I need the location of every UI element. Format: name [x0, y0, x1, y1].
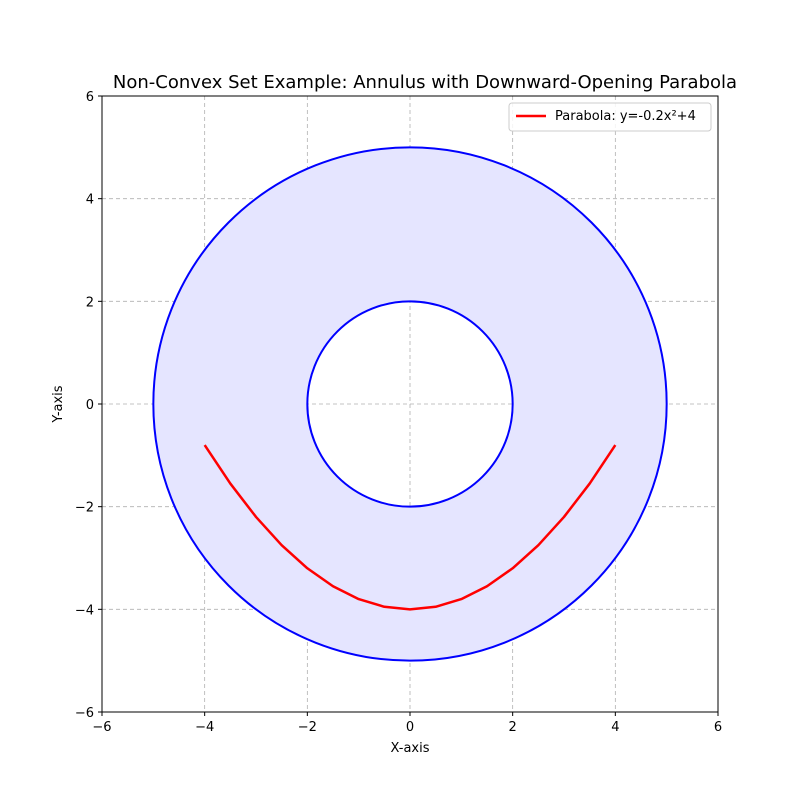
x-tick-label: −4: [195, 720, 214, 735]
x-tick-label: 2: [509, 720, 517, 735]
y-tick-label: 4: [86, 193, 94, 208]
y-tick-label: 2: [86, 295, 94, 310]
ticks: −6 −4 −2 0 2 4 6 −6 −4 −2 0 2 4 6: [75, 90, 722, 735]
legend: Parabola: y=-0.2x²+4: [508, 102, 712, 132]
inner-circle: [306, 300, 514, 508]
x-tick-label: 0: [406, 720, 414, 735]
x-tick-label: −6: [92, 720, 111, 735]
y-tick-label: −6: [75, 706, 94, 721]
y-tick-label: −4: [75, 603, 94, 618]
y-tick-label: 0: [86, 398, 94, 413]
x-tick-label: −2: [298, 720, 317, 735]
series-layer: [203, 444, 617, 611]
y-tick-label: 6: [86, 90, 94, 105]
y-axis-label: Y-axis: [51, 385, 66, 423]
x-tick-label: 6: [714, 720, 722, 735]
legend-entry-parabola: Parabola: y=-0.2x²+4: [555, 109, 696, 124]
x-tick-label: 4: [611, 720, 619, 735]
annulus: [152, 146, 668, 662]
legend-box: [508, 102, 712, 132]
annulus-fill: [153, 147, 667, 661]
x-axis-label: X-axis: [391, 741, 430, 756]
outer-circle: [152, 146, 668, 662]
y-tick-label: −2: [75, 501, 94, 516]
series-line-parabola: [203, 444, 617, 611]
chart-title: Non-Convex Set Example: Annulus with Dow…: [113, 72, 737, 93]
